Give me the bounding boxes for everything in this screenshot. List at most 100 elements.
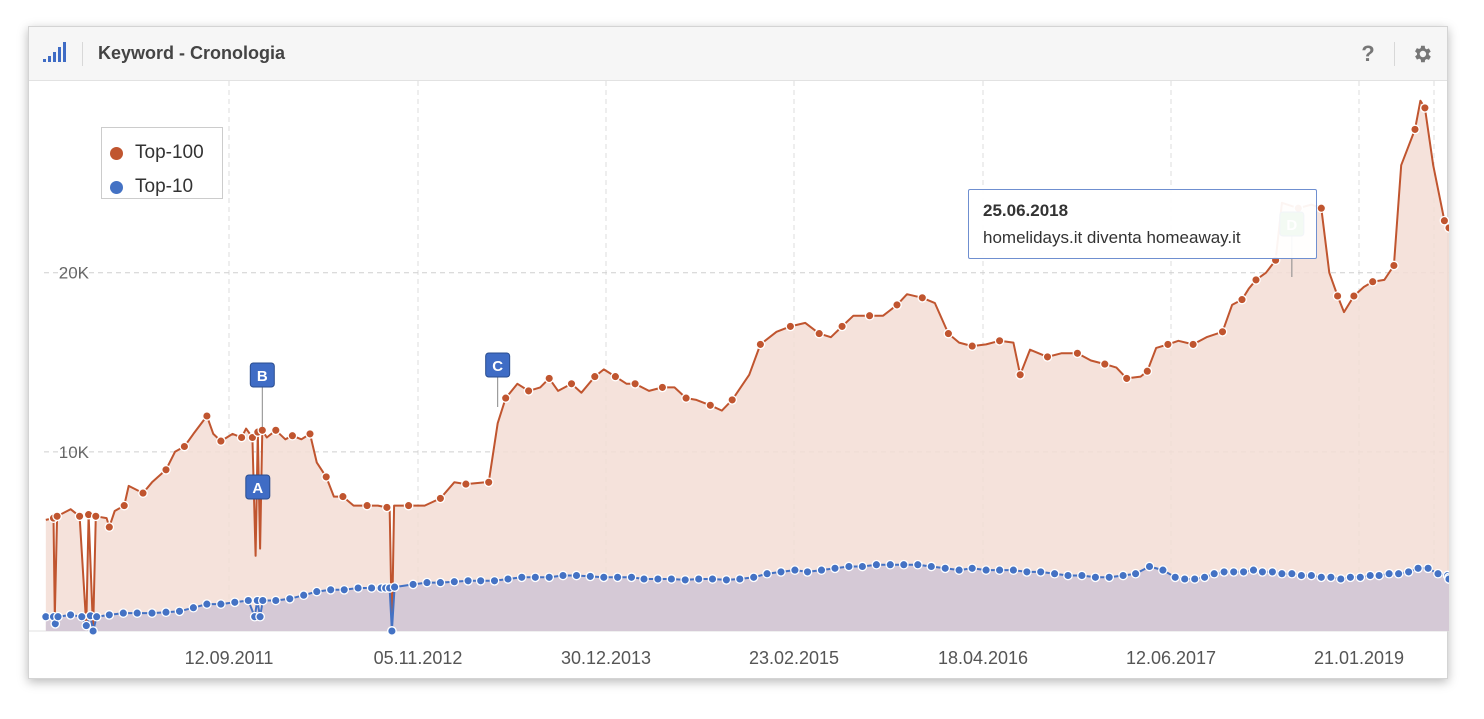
data-point-top-10[interactable] — [1008, 565, 1019, 575]
data-point-top-100[interactable] — [1121, 373, 1132, 384]
data-point-top-10[interactable] — [270, 595, 281, 606]
data-point-top-10[interactable] — [762, 568, 772, 579]
data-point-top-10[interactable] — [339, 584, 350, 595]
data-point-top-10[interactable] — [202, 599, 212, 609]
data-point-top-10[interactable] — [707, 574, 718, 584]
data-point-top-100[interactable] — [1142, 366, 1153, 377]
data-point-top-10[interactable] — [530, 572, 541, 583]
data-point-top-10[interactable] — [1077, 570, 1087, 581]
data-point-top-10[interactable] — [489, 575, 500, 586]
data-point-top-100[interactable] — [1332, 291, 1343, 301]
data-point-top-10[interactable] — [926, 561, 937, 572]
data-point-top-10[interactable] — [1219, 567, 1229, 577]
data-point-top-10[interactable] — [1403, 567, 1414, 577]
data-point-top-10[interactable] — [1248, 565, 1259, 575]
data-point-top-10[interactable] — [475, 575, 486, 586]
data-point-top-100[interactable] — [1163, 339, 1173, 350]
data-point-top-10[interactable] — [174, 606, 185, 617]
data-point-top-10[interactable] — [857, 561, 868, 572]
data-point-top-10[interactable] — [1170, 572, 1181, 583]
data-point-top-10[interactable] — [1374, 570, 1384, 581]
data-point-top-100[interactable] — [1410, 124, 1420, 135]
data-point-top-10[interactable] — [366, 583, 377, 593]
data-point-top-100[interactable] — [892, 300, 902, 310]
data-point-top-100[interactable] — [630, 378, 640, 389]
data-point-top-10[interactable] — [147, 608, 157, 618]
data-point-top-100[interactable] — [610, 371, 621, 382]
data-point-top-100[interactable] — [1015, 369, 1026, 380]
data-point-top-100[interactable] — [864, 310, 875, 321]
data-point-top-100[interactable] — [216, 436, 226, 446]
data-point-top-100[interactable] — [1349, 291, 1359, 301]
data-point-top-10[interactable] — [639, 574, 649, 584]
data-point-top-100[interactable] — [705, 400, 716, 411]
data-point-top-100[interactable] — [1439, 215, 1449, 226]
data-point-top-10[interactable] — [243, 595, 254, 606]
data-point-top-10[interactable] — [844, 561, 854, 572]
data-point-top-100[interactable] — [1420, 103, 1430, 113]
data-point-top-10[interactable] — [65, 610, 76, 620]
data-point-top-10[interactable] — [940, 563, 951, 574]
data-point-top-10[interactable] — [161, 607, 171, 618]
data-point-top-10[interactable] — [1393, 568, 1404, 579]
data-point-top-10[interactable] — [721, 575, 732, 585]
data-point-top-10[interactable] — [1118, 570, 1128, 581]
data-point-top-10[interactable] — [132, 608, 143, 618]
data-point-top-10[interactable] — [871, 559, 882, 570]
data-point-top-100[interactable] — [523, 386, 534, 396]
data-point-top-10[interactable] — [1345, 572, 1356, 583]
data-point-top-100[interactable] — [1099, 359, 1110, 369]
data-point-top-100[interactable] — [1072, 348, 1083, 359]
data-point-top-10[interactable] — [284, 593, 295, 604]
data-point-top-10[interactable] — [91, 611, 102, 622]
data-point-top-10[interactable] — [255, 611, 265, 622]
data-point-top-10[interactable] — [435, 577, 446, 588]
data-point-top-10[interactable] — [734, 574, 745, 584]
data-point-top-10[interactable] — [967, 563, 978, 574]
data-point-top-10[interactable] — [503, 574, 513, 584]
data-point-top-10[interactable] — [830, 563, 840, 574]
data-point-top-10[interactable] — [516, 572, 527, 583]
data-point-top-10[interactable] — [1090, 572, 1101, 583]
data-point-top-10[interactable] — [1022, 567, 1032, 577]
data-point-top-100[interactable] — [257, 425, 268, 436]
data-point-top-100[interactable] — [461, 479, 471, 489]
data-point-top-10[interactable] — [1063, 570, 1073, 581]
data-point-top-10[interactable] — [1444, 574, 1449, 584]
data-point-top-100[interactable] — [566, 378, 577, 389]
data-point-top-10[interactable] — [1179, 574, 1190, 584]
legend-item-top-10[interactable]: Top-10 — [110, 170, 222, 204]
data-point-top-10[interactable] — [802, 567, 813, 577]
data-point-top-10[interactable] — [1199, 572, 1210, 583]
data-point-top-10[interactable] — [1287, 568, 1297, 579]
data-point-top-100[interactable] — [1188, 339, 1198, 350]
data-point-top-100[interactable] — [202, 411, 212, 421]
data-point-top-100[interactable] — [104, 522, 115, 532]
data-point-top-100[interactable] — [270, 425, 281, 436]
data-point-top-10[interactable] — [585, 571, 596, 582]
data-point-top-100[interactable] — [814, 328, 825, 339]
data-point-top-10[interactable] — [53, 611, 63, 622]
data-point-top-10[interactable] — [229, 597, 240, 608]
annotation-flag-b[interactable] — [249, 362, 275, 388]
data-point-top-10[interactable] — [1335, 574, 1346, 584]
data-point-top-10[interactable] — [1158, 565, 1168, 575]
data-point-top-10[interactable] — [1130, 568, 1141, 579]
data-point-top-100[interactable] — [382, 502, 392, 513]
data-point-top-100[interactable] — [994, 335, 1005, 346]
data-point-top-100[interactable] — [500, 393, 511, 403]
data-point-top-10[interactable] — [1316, 572, 1327, 583]
data-point-top-100[interactable] — [1217, 326, 1228, 337]
data-point-top-10[interactable] — [885, 559, 896, 570]
data-point-top-10[interactable] — [1104, 572, 1115, 583]
data-point-top-10[interactable] — [463, 575, 473, 586]
data-point-top-10[interactable] — [1277, 568, 1287, 579]
data-point-top-10[interactable] — [325, 584, 336, 595]
data-point-top-10[interactable] — [558, 570, 568, 581]
data-point-top-10[interactable] — [1326, 572, 1336, 583]
data-point-top-100[interactable] — [179, 441, 190, 452]
data-point-top-100[interactable] — [755, 339, 766, 350]
data-point-top-10[interactable] — [748, 572, 759, 583]
data-point-top-10[interactable] — [666, 574, 677, 584]
data-point-top-10[interactable] — [612, 572, 623, 583]
